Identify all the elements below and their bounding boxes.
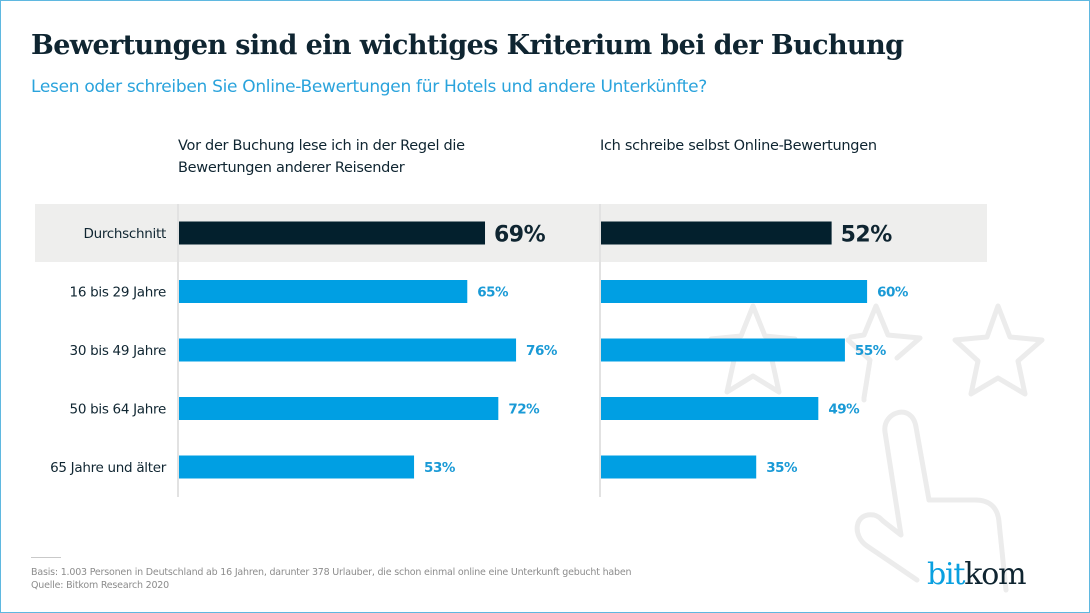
category-label: Durchschnitt — [84, 226, 167, 242]
footer-notes: Basis: 1.003 Personen in Deutschland ab … — [31, 566, 632, 592]
bar — [601, 338, 845, 362]
footer-divider — [31, 557, 61, 558]
value-label: 65% — [477, 285, 509, 301]
value-label: 35% — [766, 460, 798, 476]
value-label-average: 52% — [841, 223, 893, 248]
bar — [601, 397, 819, 420]
value-label: 72% — [508, 402, 540, 418]
footer-basis: Basis: 1.003 Personen in Deutschland ab … — [31, 567, 632, 578]
panel-title-line: Bewertungen anderer Reisender — [178, 160, 405, 176]
logo-part-kom: kom — [964, 557, 1026, 592]
footer-source: Quelle: Bitkom Research 2020 — [31, 580, 169, 591]
star-outline-icon — [845, 303, 923, 403]
logo-part-bit: bit — [927, 557, 965, 592]
panel-title-line: Vor der Buchung lese ich in der Regel di… — [178, 138, 465, 154]
bar-average — [179, 221, 486, 245]
star-outline-icon — [708, 303, 798, 395]
chart-subtitle: Lesen oder schreiben Sie Online-Bewertun… — [31, 77, 707, 97]
value-label-average: 69% — [494, 223, 546, 248]
bar — [179, 280, 468, 303]
bar — [601, 455, 757, 479]
bar — [179, 397, 499, 420]
category-label: 30 bis 49 Jahre — [70, 343, 166, 359]
value-label: 55% — [855, 343, 887, 359]
chart-title: Bewertungen sind ein wichtiges Kriterium… — [31, 30, 904, 61]
bar — [601, 280, 868, 303]
bar-average — [601, 221, 832, 245]
value-label: 60% — [877, 285, 909, 301]
category-label: 65 Jahre und älter — [50, 460, 167, 476]
panel-title-write-reviews: Ich schreibe selbst Online-Bewertungen — [600, 135, 877, 157]
decoration — [708, 303, 1045, 593]
panel-title-read-reviews: Vor der Buchung lese ich in der Regel di… — [178, 135, 465, 179]
value-label: 76% — [526, 343, 558, 359]
star-outline-icon — [952, 303, 1045, 397]
bitkom-logo: bitkom — [927, 557, 1027, 592]
category-label: 50 bis 64 Jahre — [70, 402, 166, 418]
pointing-hand-icon — [854, 409, 1009, 593]
bar — [179, 338, 517, 362]
panel-title-line: Ich schreibe selbst Online-Bewertungen — [600, 138, 877, 154]
category-label: 16 bis 29 Jahre — [70, 285, 166, 301]
bar — [179, 455, 415, 479]
value-label: 53% — [424, 460, 456, 476]
value-label: 49% — [828, 402, 860, 418]
